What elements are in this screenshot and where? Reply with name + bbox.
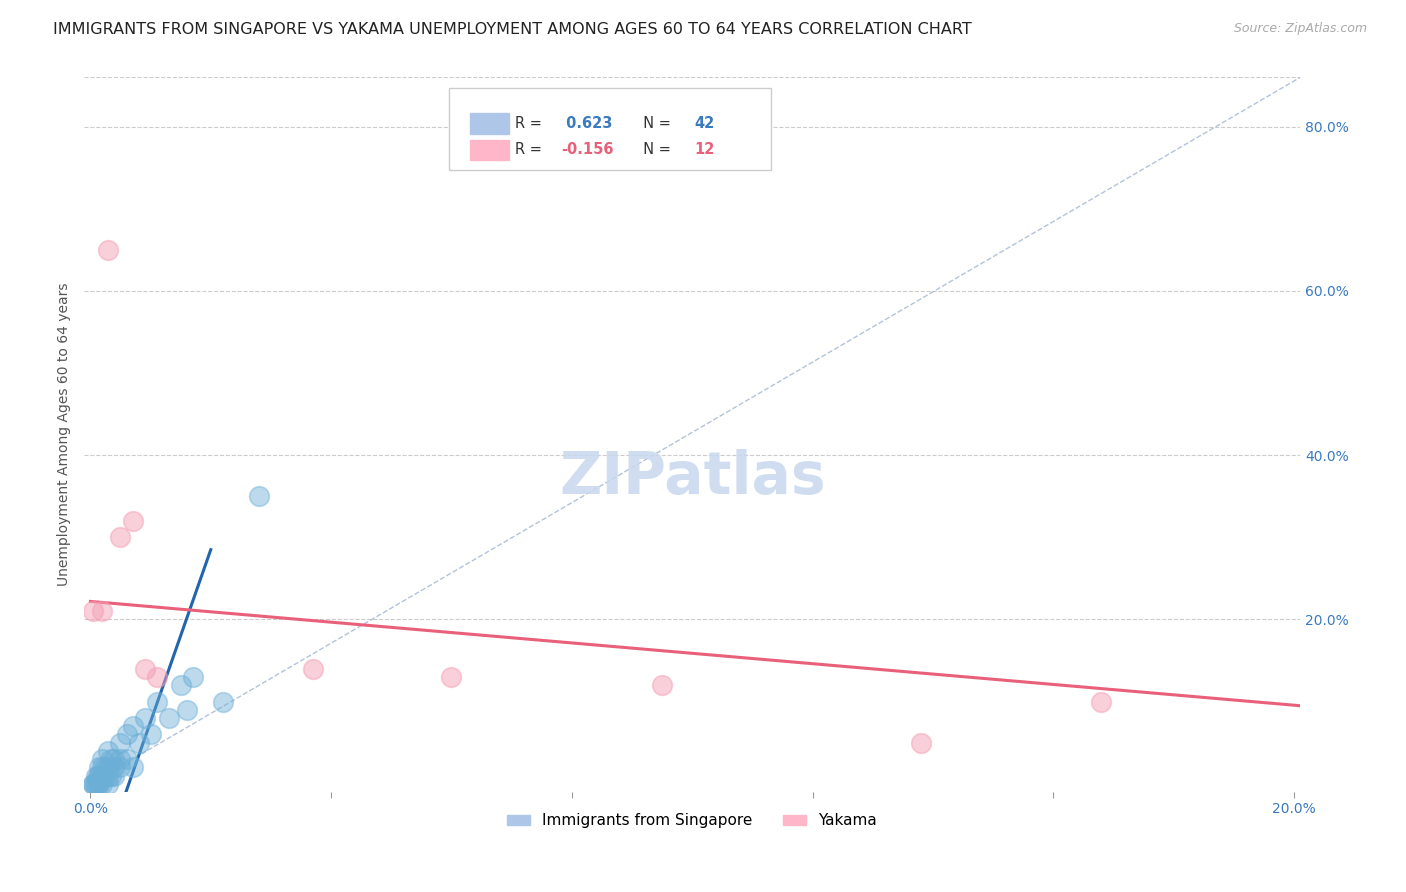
Point (100, 752, 122, 766)
Point (91, 777, 114, 791)
Point (86, 768, 108, 782)
Point (139, 727, 162, 741)
Point (145, 670, 167, 684)
Point (82, 777, 104, 791)
Point (651, 678, 673, 692)
Point (97, 744, 120, 758)
Point (176, 703, 198, 717)
Point (121, 719, 143, 733)
Point (110, 530, 132, 544)
Point (97, 760, 120, 774)
Point (103, 752, 125, 766)
Text: -0.156: -0.156 (561, 143, 613, 157)
Point (121, 514, 143, 528)
Point (100, 768, 122, 782)
Point (247, 489, 270, 503)
Point (97, 768, 120, 782)
FancyBboxPatch shape (470, 113, 509, 134)
Text: R =: R = (515, 143, 547, 157)
Point (94, 768, 117, 782)
Point (103, 768, 125, 782)
Point (910, 736, 932, 750)
Point (145, 695, 167, 709)
Text: 0.623: 0.623 (561, 116, 612, 131)
Point (86, 777, 108, 791)
Point (157, 711, 180, 725)
Point (121, 760, 143, 774)
Point (94, 760, 117, 774)
Point (82, 777, 104, 791)
Point (89, 760, 111, 774)
Text: ZIPatlas: ZIPatlas (560, 449, 825, 506)
Point (89, 768, 111, 782)
Point (97, 243, 120, 257)
Text: Source: ZipAtlas.com: Source: ZipAtlas.com (1233, 22, 1367, 36)
Point (91, 604, 114, 618)
Y-axis label: Unemployment Among Ages 60 to 64 years: Unemployment Among Ages 60 to 64 years (58, 283, 72, 586)
Point (91, 760, 114, 774)
Point (110, 752, 132, 766)
Text: N =: N = (634, 143, 675, 157)
Point (86, 768, 108, 782)
FancyBboxPatch shape (449, 88, 772, 170)
Point (181, 670, 204, 684)
Text: 12: 12 (695, 143, 716, 157)
Point (89, 777, 111, 791)
Point (115, 752, 138, 766)
Point (110, 736, 132, 750)
Point (128, 736, 150, 750)
Point (169, 678, 191, 692)
Text: 42: 42 (695, 116, 714, 131)
Point (134, 662, 156, 676)
Point (134, 711, 156, 725)
Point (86, 777, 108, 791)
Point (82, 604, 104, 618)
Point (1090, 695, 1112, 709)
FancyBboxPatch shape (470, 139, 509, 161)
Point (110, 760, 132, 774)
Point (84, 777, 107, 791)
Text: N =: N = (634, 116, 675, 131)
Point (302, 662, 325, 676)
Point (211, 695, 233, 709)
Point (97, 777, 120, 791)
Legend: Immigrants from Singapore, Yakama: Immigrants from Singapore, Yakama (501, 807, 883, 834)
Point (440, 670, 463, 684)
Point (115, 727, 138, 741)
Point (103, 760, 125, 774)
Point (91, 752, 114, 766)
Text: IMMIGRANTS FROM SINGAPORE VS YAKAMA UNEMPLOYMENT AMONG AGES 60 TO 64 YEARS CORRE: IMMIGRANTS FROM SINGAPORE VS YAKAMA UNEM… (53, 22, 972, 37)
Point (91, 768, 114, 782)
Text: R =: R = (515, 116, 547, 131)
